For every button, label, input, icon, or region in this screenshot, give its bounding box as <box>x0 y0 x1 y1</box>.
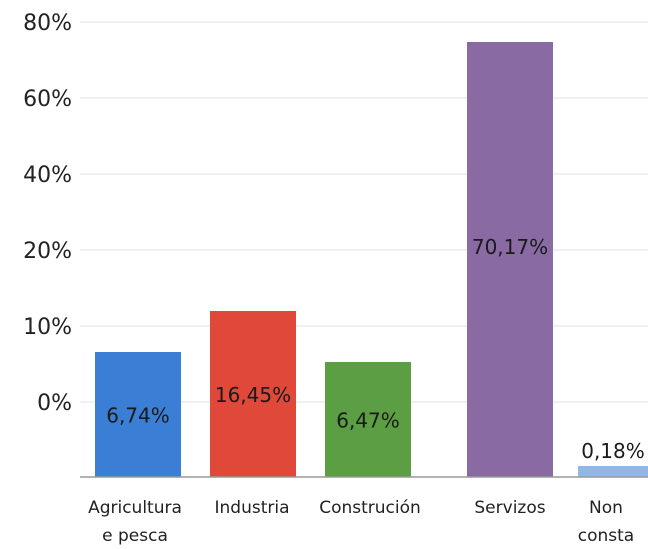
data-label: 0,18% <box>581 439 645 463</box>
y-tick-label: 20% <box>23 239 72 264</box>
x-category-label: consta <box>578 526 634 546</box>
bar <box>578 466 648 477</box>
x-axis-categories: Agricultura e pesca Industria Construción Se… <box>88 498 634 546</box>
bar <box>210 311 296 477</box>
data-labels: 6,74% 16,45% 6,47% 70,17% 0,18% <box>106 235 645 463</box>
data-label: 70,17% <box>472 235 548 259</box>
bar <box>467 42 553 477</box>
x-category-label: Agricultura <box>88 498 182 518</box>
bar <box>325 362 411 477</box>
y-tick-label: 80% <box>23 11 72 36</box>
y-axis-ticks: 0% 10% 20% 40% 60% 80% <box>23 11 72 416</box>
bar <box>95 352 181 477</box>
x-category-label: Construción <box>319 498 421 518</box>
data-label: 6,74% <box>106 404 170 428</box>
data-label: 16,45% <box>215 383 291 407</box>
y-tick-label: 40% <box>23 163 72 188</box>
y-tick-label: 10% <box>23 315 72 340</box>
y-tick-label: 60% <box>23 87 72 112</box>
x-category-label: Servizos <box>474 498 545 518</box>
data-label: 6,47% <box>336 409 400 433</box>
x-category-label: Industria <box>214 498 289 518</box>
x-category-label: e pesca <box>102 526 168 546</box>
y-tick-label: 0% <box>37 391 72 416</box>
gridlines <box>80 21 648 403</box>
x-category-label: Non <box>589 498 623 518</box>
bars <box>95 42 648 477</box>
